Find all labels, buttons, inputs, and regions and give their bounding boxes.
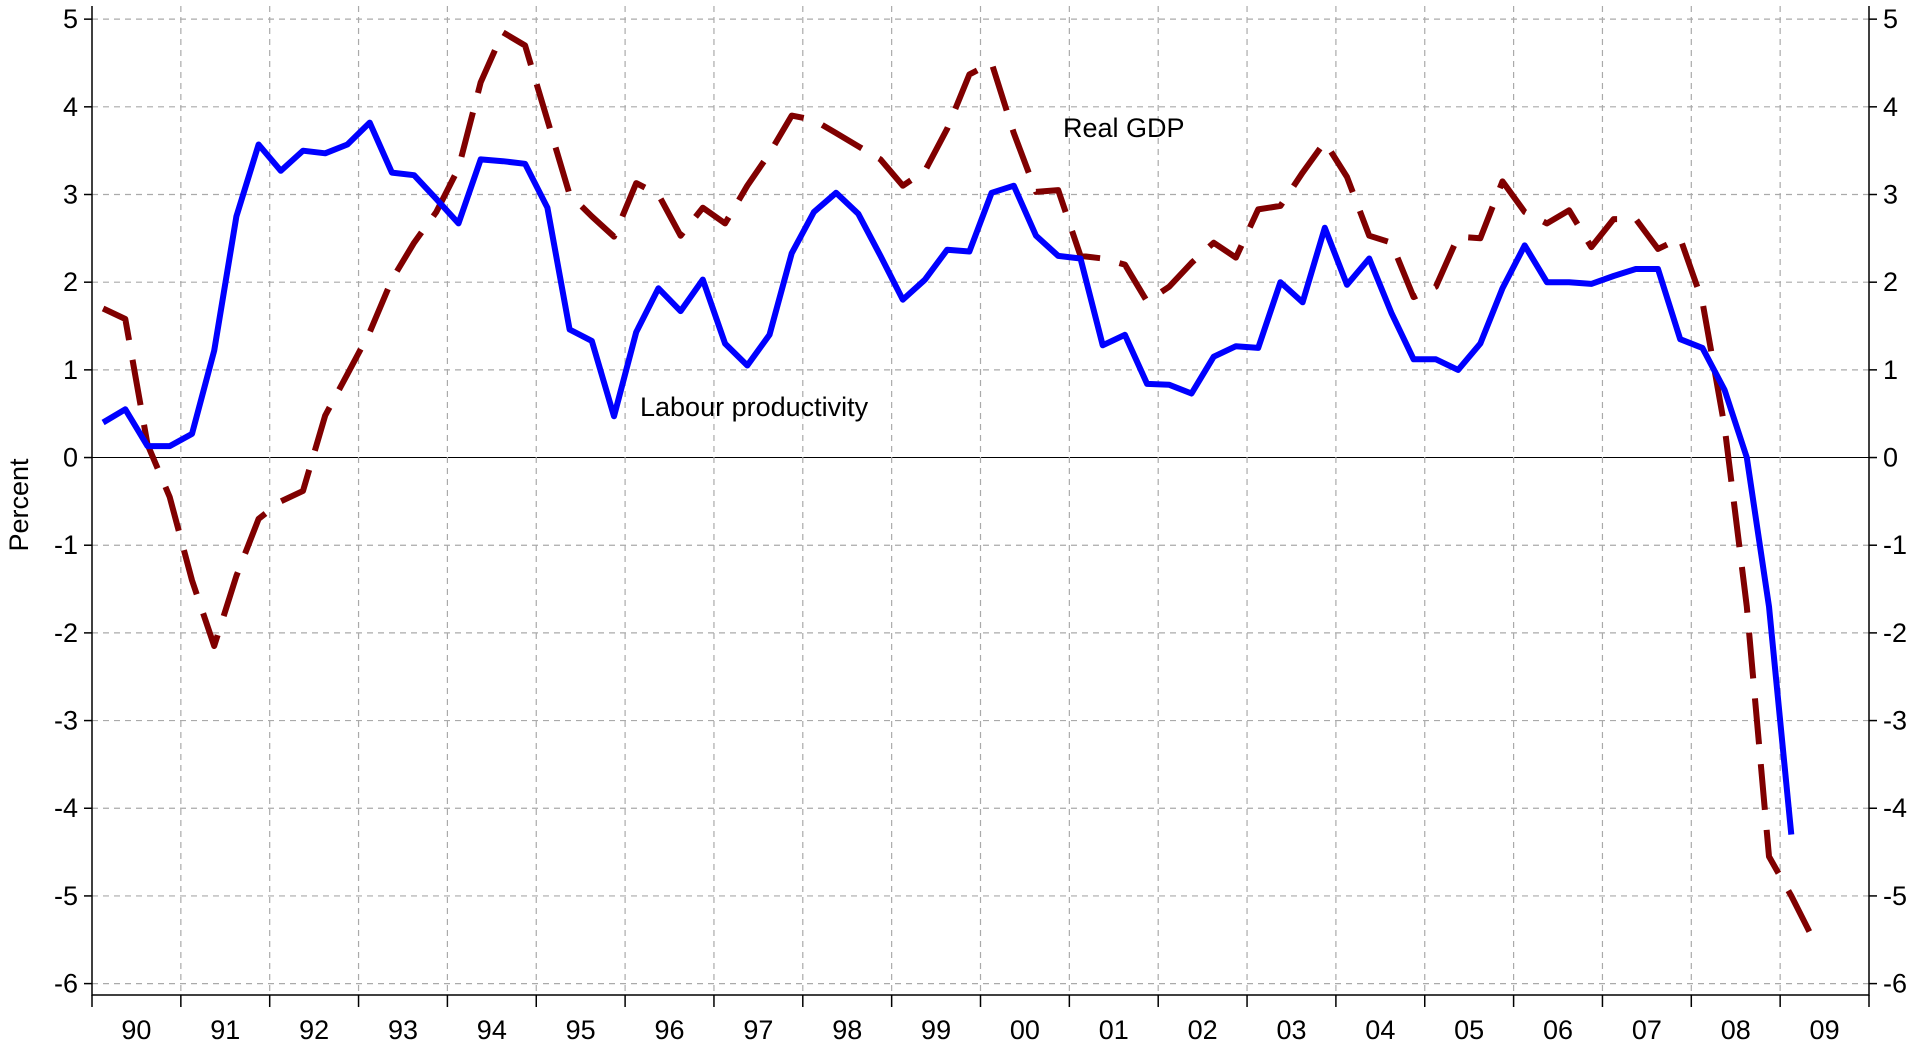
x-tick-label: 96 xyxy=(655,1015,685,1045)
x-tick-label: 02 xyxy=(1188,1015,1218,1045)
y-tick-label: 4 xyxy=(63,92,78,122)
y2-tick-label: 0 xyxy=(1883,443,1898,473)
y-tick-label: -4 xyxy=(54,793,78,823)
series-line xyxy=(101,119,1795,835)
x-tick-label: 08 xyxy=(1721,1015,1751,1045)
y-tick-label: 2 xyxy=(63,267,78,297)
y2-tick-label: 4 xyxy=(1883,92,1898,122)
y-tick-label: 3 xyxy=(63,180,78,210)
y-tick-label: 1 xyxy=(63,355,78,385)
x-tick-label: 95 xyxy=(566,1015,596,1045)
y-axis-label: Percent xyxy=(4,458,34,552)
axis-frame xyxy=(91,6,1870,996)
x-tick-label: 00 xyxy=(1010,1015,1040,1045)
y2-tick-label: -2 xyxy=(1883,618,1907,648)
x-tick-label: 91 xyxy=(210,1015,240,1045)
x-tick-label: 94 xyxy=(477,1015,507,1045)
y-tick-label: -3 xyxy=(54,706,78,736)
y2-tick-label: -3 xyxy=(1883,706,1907,736)
y2-tick-label: -5 xyxy=(1883,881,1907,911)
x-tick-label: 01 xyxy=(1099,1015,1129,1045)
x-tick-label: 09 xyxy=(1810,1015,1840,1045)
y-tick-label: -5 xyxy=(54,881,78,911)
x-tick-label: 99 xyxy=(921,1015,951,1045)
y-tick-label: -2 xyxy=(54,618,78,648)
y-tick-label: -1 xyxy=(54,530,78,560)
annotation: Labour productivity xyxy=(640,392,869,422)
y-tick-label: 0 xyxy=(63,443,78,473)
y2-tick-label: 2 xyxy=(1883,267,1898,297)
y-tick-label: -6 xyxy=(54,969,78,999)
x-tick-label: 03 xyxy=(1276,1015,1306,1045)
y2-tick-label: -1 xyxy=(1883,530,1907,560)
y-tick-label: 5 xyxy=(63,4,78,34)
x-tick-label: 04 xyxy=(1365,1015,1395,1045)
x-tick-label: 07 xyxy=(1632,1015,1662,1045)
y2-tick-label: -4 xyxy=(1883,793,1907,823)
x-tick-label: 97 xyxy=(743,1015,773,1045)
x-tick-label: 90 xyxy=(121,1015,151,1045)
series-line xyxy=(101,29,1817,942)
x-tick-label: 05 xyxy=(1454,1015,1484,1045)
y2-tick-label: 1 xyxy=(1883,355,1898,385)
y2-tick-label: 5 xyxy=(1883,4,1898,34)
y2-tick-label: -6 xyxy=(1883,969,1907,999)
x-tick-label: 98 xyxy=(832,1015,862,1045)
y2-tick-label: 3 xyxy=(1883,180,1898,210)
x-tick-label: 93 xyxy=(388,1015,418,1045)
x-tick-label: 92 xyxy=(299,1015,329,1045)
annotation: Real GDP xyxy=(1063,113,1185,143)
x-tick-label: 06 xyxy=(1543,1015,1573,1045)
